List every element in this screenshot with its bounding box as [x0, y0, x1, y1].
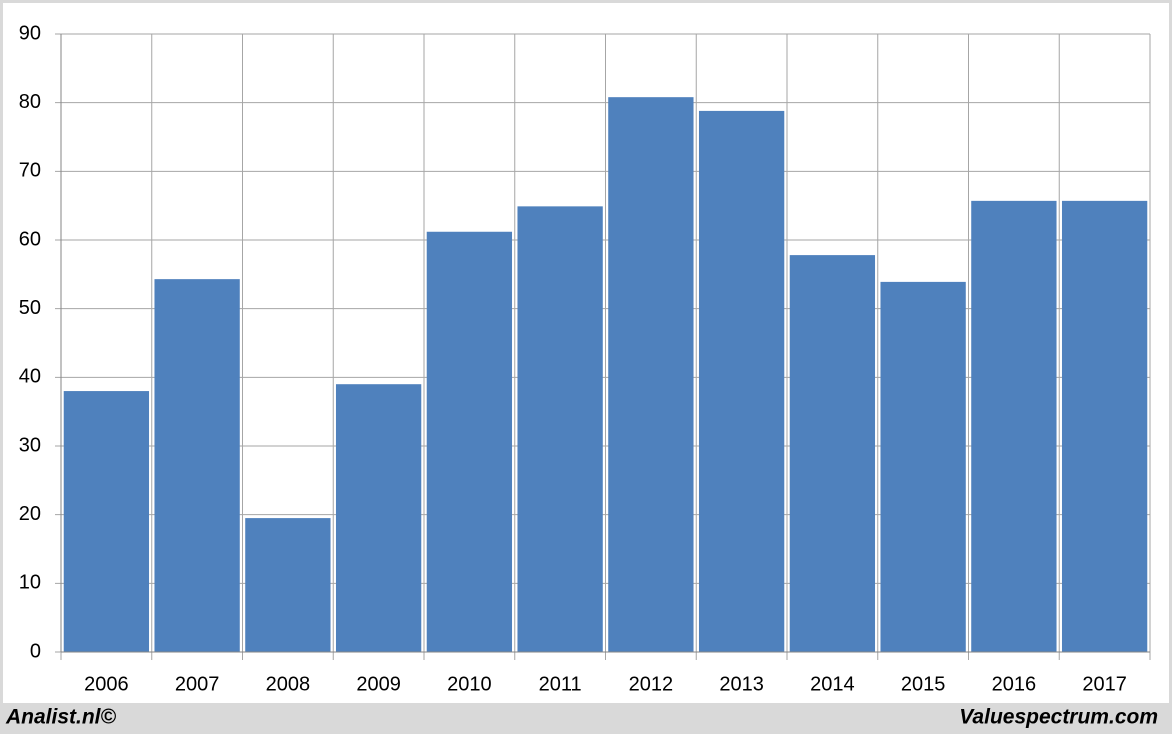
bar [154, 279, 240, 652]
y-tick-label: 70 [19, 160, 41, 182]
x-tick-label: 2010 [447, 673, 492, 695]
bar [971, 200, 1057, 653]
x-tick-label: 2009 [356, 673, 401, 695]
bar [880, 281, 966, 652]
x-tick-label: 2012 [629, 673, 674, 695]
x-tick-label: 2013 [719, 673, 764, 695]
credit-left: Analist.nl© [5, 706, 117, 729]
x-tick-label: 2011 [539, 673, 582, 695]
y-tick-label: 50 [19, 297, 41, 319]
x-tick-label: 2016 [992, 673, 1037, 695]
y-tick-label: 30 [19, 434, 41, 456]
bar [426, 231, 513, 652]
x-tick-label: 2014 [810, 673, 855, 695]
y-tick-label: 10 [19, 572, 41, 594]
y-tick-label: 0 [30, 640, 41, 662]
bar [608, 97, 694, 652]
bar [335, 384, 422, 652]
y-tick-label: 40 [19, 366, 41, 388]
y-tick-label: 60 [19, 228, 41, 250]
bar [245, 518, 331, 652]
x-tick-label: 2017 [1082, 673, 1127, 695]
bar [698, 110, 785, 652]
bar [517, 206, 603, 652]
y-tick-label: 20 [19, 503, 41, 525]
y-tick-label: 90 [19, 22, 41, 44]
y-tick-label: 80 [19, 91, 41, 113]
x-tick-label: 2008 [266, 673, 311, 695]
bar [63, 391, 150, 652]
x-tick-label: 2006 [84, 673, 129, 695]
bar [1061, 200, 1148, 653]
x-tick-label: 2015 [901, 673, 946, 695]
x-tick-label: 2007 [175, 673, 220, 695]
bar [789, 255, 876, 652]
credit-right: Valuespectrum.com [959, 706, 1158, 729]
